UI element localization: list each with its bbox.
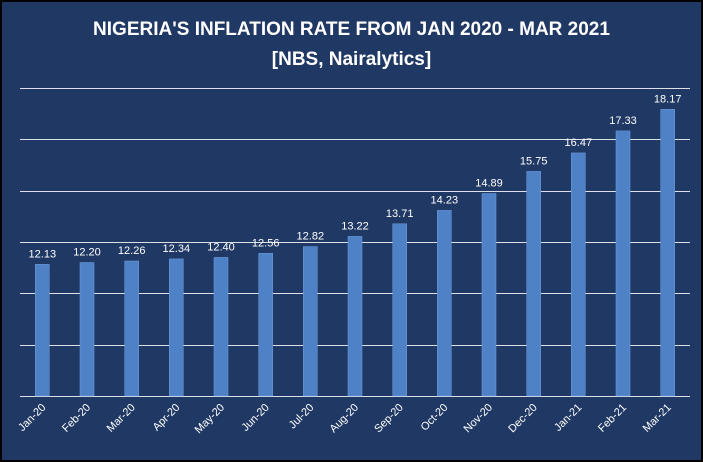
bar-jul-20 xyxy=(303,246,318,397)
x-tick-label: Sep-20 xyxy=(372,402,406,436)
data-label: 13.22 xyxy=(341,220,369,232)
x-tick-label: Mar-21 xyxy=(641,402,674,435)
data-label: 16.47 xyxy=(565,137,593,149)
bar-sep-20 xyxy=(392,223,407,397)
data-label: 14.23 xyxy=(431,194,459,206)
x-tick-label: Feb-20 xyxy=(60,402,93,435)
bar-jun-20 xyxy=(258,253,273,397)
x-tick-label: Jul-20 xyxy=(287,402,317,432)
bar-nov-20 xyxy=(481,193,497,397)
data-label: 15.75 xyxy=(520,155,548,167)
data-label: 12.34 xyxy=(163,243,191,255)
x-tick-label: Feb-21 xyxy=(596,402,629,435)
data-label: 12.13 xyxy=(29,248,57,260)
x-tick-label: Mar-20 xyxy=(105,402,138,435)
data-label: 14.89 xyxy=(475,178,503,190)
x-tick-label: Jan-21 xyxy=(552,402,584,434)
x-tick-label: Aug-20 xyxy=(328,402,362,436)
data-label: 12.82 xyxy=(297,231,325,243)
x-tick-label: Apr-20 xyxy=(151,402,183,434)
data-label: 13.71 xyxy=(386,208,414,220)
data-labels: 12.13 12.20 12.26 12.34 12.40 12.56 12.82 13.22… xyxy=(29,93,682,260)
bar-mar-20 xyxy=(124,260,139,397)
bar-feb-21 xyxy=(615,130,631,397)
bar-jan-21 xyxy=(571,152,586,397)
bars xyxy=(35,109,675,397)
bar-feb-20 xyxy=(79,262,95,397)
bar-jan-20 xyxy=(35,264,50,397)
bar-apr-20 xyxy=(169,258,184,397)
bar-mar-21 xyxy=(660,109,675,397)
bar-may-20 xyxy=(213,257,229,397)
bar-aug-20 xyxy=(347,236,363,397)
x-tick-label: Oct-20 xyxy=(419,402,451,434)
bar-dec-20 xyxy=(526,171,541,397)
data-label: 18.17 xyxy=(654,93,682,105)
data-label: 12.40 xyxy=(207,241,235,253)
chart-title: NIGERIA'S INFLATION RATE FROM JAN 2020 -… xyxy=(93,19,610,40)
x-tick-label: Jun-20 xyxy=(240,402,272,434)
data-label: 12.26 xyxy=(118,245,146,257)
x-tick-label: Nov-20 xyxy=(462,402,496,436)
data-label: 17.33 xyxy=(609,115,637,127)
x-tick-label: Jan-20 xyxy=(16,402,48,434)
x-tick-label: May-20 xyxy=(193,402,227,436)
chart-subtitle: [NBS, Nairalytics] xyxy=(271,49,432,70)
data-label: 12.20 xyxy=(73,247,101,259)
data-label: 12.56 xyxy=(252,237,280,249)
bar-oct-20 xyxy=(437,210,452,397)
x-tick-labels: Jan-20 Feb-20 Mar-20 Apr-20 May-20 Jun-20 Jul-… xyxy=(16,402,674,436)
x-tick-label: Dec-20 xyxy=(506,402,540,436)
